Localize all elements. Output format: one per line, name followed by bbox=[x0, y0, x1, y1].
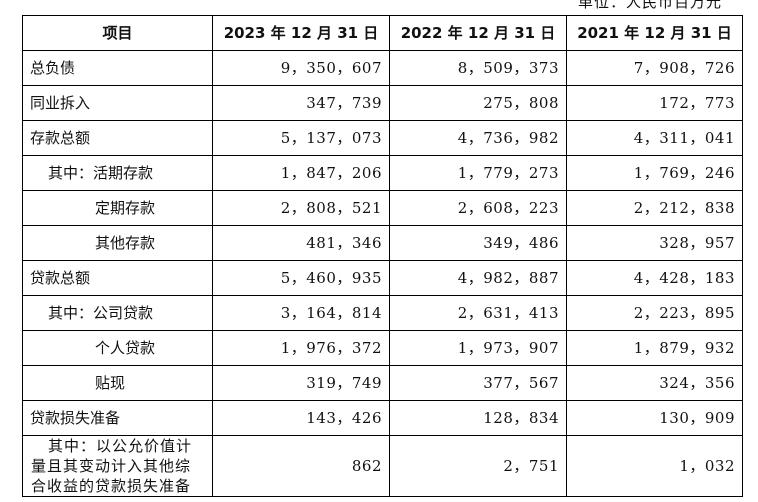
table-row: 其中：活期存款 1，847，206 1，779，273 1，769，246 bbox=[22, 155, 743, 191]
row-label: 其中：活期存款 bbox=[22, 155, 213, 191]
value-2021: 172，773 bbox=[566, 85, 743, 121]
table-header: 项目 2023 年 12 月 31 日 2022 年 12 月 31 日 202… bbox=[22, 15, 743, 51]
table-body: 总负债 9，350，607 8，509，373 7，908，726 同业拆入 3… bbox=[22, 50, 743, 497]
value-2022: 275，808 bbox=[389, 85, 567, 121]
value-2022: 349，486 bbox=[389, 225, 567, 261]
value-2023: 1，976，372 bbox=[212, 330, 390, 366]
table-row: 存款总额 5，137，073 4，736，982 4，311，041 bbox=[22, 120, 743, 156]
header-row: 项目 2023 年 12 月 31 日 2022 年 12 月 31 日 202… bbox=[22, 15, 743, 51]
header-item: 项目 bbox=[22, 15, 213, 51]
value-2023: 2，808，521 bbox=[212, 190, 390, 226]
row-label: 贷款损失准备 bbox=[22, 400, 213, 436]
value-2021: 328，957 bbox=[566, 225, 743, 261]
value-2022: 2，631，413 bbox=[389, 295, 567, 331]
value-2021: 130，909 bbox=[566, 400, 743, 436]
value-2023: 862 bbox=[212, 435, 390, 497]
unit-note: 单位：人民币百万元 bbox=[578, 0, 723, 11]
table-row: 同业拆入 347，739 275，808 172，773 bbox=[22, 85, 743, 121]
table-row: 其中：公司贷款 3，164，814 2，631，413 2，223，895 bbox=[22, 295, 743, 331]
value-2021: 7，908，726 bbox=[566, 50, 743, 86]
value-2021: 324，356 bbox=[566, 365, 743, 401]
row-label: 定期存款 bbox=[22, 190, 213, 226]
table-row: 贷款总额 5，460，935 4，982，887 4，428，183 bbox=[22, 260, 743, 296]
row-label: 其他存款 bbox=[22, 225, 213, 261]
row-label: 同业拆入 bbox=[22, 85, 213, 121]
value-2021: 4，428，183 bbox=[566, 260, 743, 296]
row-label: 个人贷款 bbox=[22, 330, 213, 366]
value-2023: 5，137，073 bbox=[212, 120, 390, 156]
table-row: 其中：以公允价值计量且其变动计入其他综合收益的贷款损失准备 862 2，751 … bbox=[22, 435, 743, 497]
value-2022: 2，751 bbox=[389, 435, 567, 497]
row-label: 其中：以公允价值计量且其变动计入其他综合收益的贷款损失准备 bbox=[22, 435, 213, 497]
value-2022: 1，973，907 bbox=[389, 330, 567, 366]
value-2022: 8，509，373 bbox=[389, 50, 567, 86]
value-2023: 9，350，607 bbox=[212, 50, 390, 86]
financial-table: 项目 2023 年 12 月 31 日 2022 年 12 月 31 日 202… bbox=[22, 15, 743, 497]
row-label: 贴现 bbox=[22, 365, 213, 401]
table-row: 其他存款 481，346 349，486 328，957 bbox=[22, 225, 743, 261]
value-2023: 3，164，814 bbox=[212, 295, 390, 331]
row-label: 其中：公司贷款 bbox=[22, 295, 213, 331]
value-2021: 1，032 bbox=[566, 435, 743, 497]
value-2023: 347，739 bbox=[212, 85, 390, 121]
table-row: 定期存款 2，808，521 2，608，223 2，212，838 bbox=[22, 190, 743, 226]
value-2023: 319，749 bbox=[212, 365, 390, 401]
row-label: 贷款总额 bbox=[22, 260, 213, 296]
value-2022: 4，982，887 bbox=[389, 260, 567, 296]
value-2021: 1，879，932 bbox=[566, 330, 743, 366]
value-2021: 4，311，041 bbox=[566, 120, 743, 156]
header-2021: 2021 年 12 月 31 日 bbox=[566, 15, 743, 51]
table-row: 贴现 319，749 377，567 324，356 bbox=[22, 365, 743, 401]
value-2023: 1，847，206 bbox=[212, 155, 390, 191]
row-label: 存款总额 bbox=[22, 120, 213, 156]
value-2021: 2，223，895 bbox=[566, 295, 743, 331]
value-2022: 128，834 bbox=[389, 400, 567, 436]
value-2021: 1，769，246 bbox=[566, 155, 743, 191]
value-2022: 4，736，982 bbox=[389, 120, 567, 156]
table-row: 个人贷款 1，976，372 1，973，907 1，879，932 bbox=[22, 330, 743, 366]
value-2022: 377，567 bbox=[389, 365, 567, 401]
value-2021: 2，212，838 bbox=[566, 190, 743, 226]
value-2023: 481，346 bbox=[212, 225, 390, 261]
value-2023: 5，460，935 bbox=[212, 260, 390, 296]
value-2023: 143，426 bbox=[212, 400, 390, 436]
table-row: 贷款损失准备 143，426 128，834 130，909 bbox=[22, 400, 743, 436]
value-2022: 2，608，223 bbox=[389, 190, 567, 226]
row-label: 总负债 bbox=[22, 50, 213, 86]
table-row: 总负债 9，350，607 8，509，373 7，908，726 bbox=[22, 50, 743, 86]
header-2023: 2023 年 12 月 31 日 bbox=[212, 15, 390, 51]
header-2022: 2022 年 12 月 31 日 bbox=[389, 15, 567, 51]
value-2022: 1，779，273 bbox=[389, 155, 567, 191]
